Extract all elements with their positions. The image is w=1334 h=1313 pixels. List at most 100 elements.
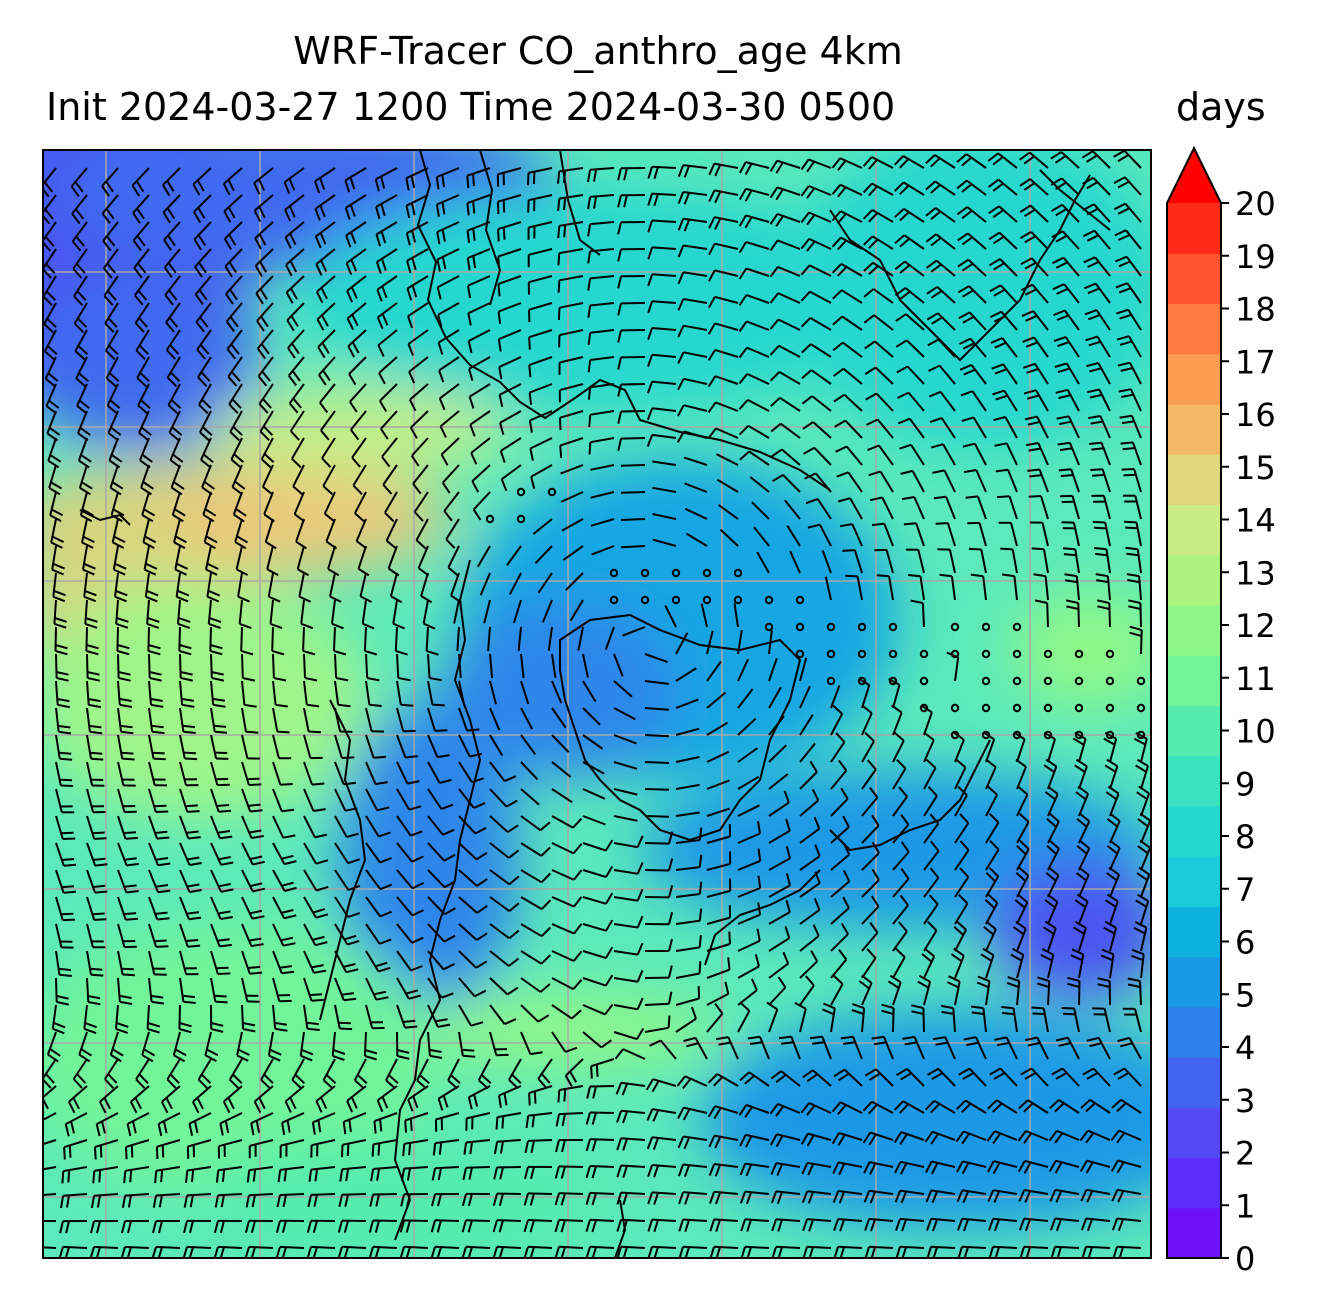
wind-barb [1080,1188,1111,1203]
calm-wind-marker [981,622,991,632]
wind-barb [412,464,429,495]
wind-barb [957,258,987,277]
wind-barb [458,680,465,705]
wind-barb [140,464,154,496]
calm-wind-marker [764,622,774,632]
wind-barb [144,572,159,603]
wind-barb [72,248,88,279]
wind-barb [587,356,615,373]
wind-barb [365,950,391,973]
wind-barb [1095,573,1111,601]
wind-barb [557,275,584,293]
wind-barb [833,1245,863,1258]
wind-barb [226,329,243,360]
calm-wind-marker [609,595,619,605]
wind-barb [830,842,851,871]
wind-barb [1018,1099,1049,1114]
colorbar-band [1167,253,1221,305]
wind-barb [830,759,848,790]
wind-barb [1110,1129,1142,1144]
wind-barb [95,1112,119,1137]
wind-barb [214,1193,243,1208]
wind-barb [925,180,956,196]
wind-barb [476,545,491,568]
wind-barb [155,1139,181,1160]
wind-barb [102,248,119,279]
wind-barb [177,599,191,629]
wind-barb [924,1099,956,1114]
wind-barb [130,1085,150,1114]
wind-barb [830,922,849,952]
wind-barb [375,194,398,220]
wind-barb [299,1031,314,1062]
wind-barb [223,194,243,223]
wind-barb [1051,203,1080,223]
wind-barb [1049,1217,1080,1232]
wind-barb [331,599,344,630]
wind-barb [585,1138,615,1152]
wind-barb [73,275,88,306]
wind-barb [1018,1189,1049,1203]
wind-barb [864,1068,894,1087]
map-title-line-2: Init 2024-03-27 1200 Time 2024-03-30 050… [46,85,896,129]
wind-barb [466,194,491,216]
wind-barb [1000,547,1018,574]
wind-barb [241,923,264,948]
wind-barb [82,545,96,576]
wind-barb [217,1139,243,1159]
wind-barb [588,437,615,455]
wind-barb [303,977,324,1002]
wind-barb [528,302,553,323]
wind-barb [620,518,646,521]
wind-barb [342,1112,367,1135]
colorbar-band [1167,1107,1221,1159]
wind-barb [561,518,584,532]
wind-barb [234,518,249,550]
wind-barb [173,518,187,549]
wind-barb [179,707,196,734]
wind-barb [219,1112,243,1136]
wind-barb [541,599,553,623]
wind-barb [858,974,873,1006]
wind-barb [72,1058,88,1089]
wind-barb [1137,839,1151,871]
wind-barb [79,491,94,523]
wind-barb [613,969,644,983]
wind-barb [303,653,318,682]
wind-barb [613,707,636,721]
wind-barb [739,1133,770,1148]
calm-wind-marker [1012,703,1022,713]
wind-barb [937,548,956,574]
wind-barb [399,1219,429,1233]
wind-barb [203,518,218,550]
wind-barb [272,977,292,1003]
wind-barb [551,1004,582,1020]
wind-barb [892,841,910,871]
wind-barb [1056,415,1080,439]
wind-barb [55,653,69,682]
wind-barb [1031,547,1049,574]
wind-barb [709,1245,739,1258]
colorbar-tick-label: 0 [1235,1240,1255,1278]
wind-barb [152,1220,180,1234]
wind-barb [901,496,925,520]
wind-barb [1018,1217,1049,1232]
wind-barb [483,599,491,624]
wind-barb [376,302,398,330]
wind-barb [506,545,522,566]
wind-barb [863,235,894,250]
wind-barb [617,302,646,316]
wind-barb [1090,468,1111,493]
wind-barb [288,383,305,414]
wind-barb [456,626,460,651]
wind-barb [1113,176,1142,196]
wind-barb [285,248,305,277]
wind-barb [461,1192,491,1207]
wind-barb [587,248,615,264]
wind-barb [1131,948,1145,979]
wind-barb [1127,977,1142,1006]
calm-wind-marker [919,676,929,686]
calm-wind-marker [857,649,867,659]
wind-barb [339,1166,367,1182]
wind-barb [365,842,392,864]
